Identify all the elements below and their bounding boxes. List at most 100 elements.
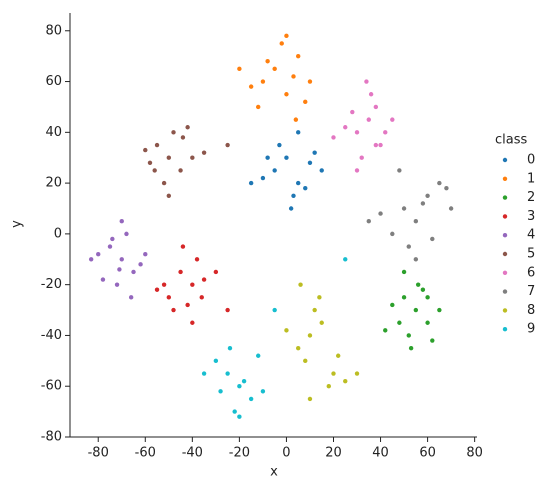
point (354, 371, 360, 376)
legend-marker (502, 233, 508, 238)
point (307, 333, 313, 338)
point (178, 168, 183, 173)
legend-marker (502, 308, 508, 313)
x-tick-label: 20 (325, 446, 342, 461)
point (415, 282, 421, 287)
point (265, 155, 270, 160)
point (397, 320, 402, 325)
point (119, 257, 124, 262)
point (319, 320, 324, 325)
point (420, 287, 426, 292)
point (284, 328, 289, 333)
legend-label: 1 (527, 171, 535, 186)
point (190, 320, 195, 325)
y-tick-label: 20 (45, 176, 62, 191)
point (180, 135, 186, 140)
y-tick-label: 40 (45, 125, 62, 140)
legend-label: 4 (527, 228, 535, 243)
point (448, 206, 454, 211)
point (288, 206, 294, 211)
point (312, 150, 317, 155)
point (331, 371, 336, 376)
point (378, 142, 383, 148)
point (154, 287, 160, 292)
y-tick-label: 80 (45, 23, 62, 38)
legend-label: 8 (527, 303, 535, 318)
y-axis-label: y (10, 220, 25, 228)
point (152, 168, 157, 173)
point (307, 79, 313, 84)
point (430, 338, 435, 343)
point (248, 84, 254, 89)
point (401, 269, 407, 275)
point (408, 345, 414, 351)
point (237, 414, 242, 419)
x-axis-label: x (270, 465, 278, 480)
point (166, 193, 172, 199)
point (143, 251, 148, 257)
point (406, 244, 411, 249)
point (366, 117, 371, 122)
point (383, 328, 388, 333)
x-tick-label: 60 (419, 446, 436, 461)
point (291, 193, 296, 199)
point (307, 160, 313, 165)
point (124, 231, 129, 237)
legend-marker (502, 195, 508, 200)
point (284, 155, 289, 160)
point (178, 269, 183, 275)
point (161, 282, 167, 287)
point (96, 251, 101, 257)
point (430, 236, 435, 242)
point (114, 282, 120, 287)
legend-label: 0 (527, 153, 535, 168)
point (331, 135, 336, 140)
legend-title: class (495, 133, 527, 148)
x-tick-label: -60 (135, 446, 156, 461)
point (378, 211, 383, 216)
legend-label: 6 (527, 265, 535, 280)
y-tick-label: -60 (41, 379, 62, 394)
point (326, 384, 331, 389)
point (166, 295, 172, 300)
legend-marker (502, 176, 508, 181)
legend-marker (502, 251, 508, 257)
point (291, 74, 296, 79)
point (397, 168, 402, 173)
point (213, 358, 219, 364)
point (110, 236, 115, 242)
point (296, 345, 301, 351)
point (185, 125, 190, 130)
point (354, 168, 360, 173)
point (201, 277, 207, 282)
point (373, 104, 379, 110)
point (225, 142, 230, 148)
legend-marker (502, 289, 508, 294)
point (119, 218, 124, 224)
point (232, 409, 237, 414)
point (390, 231, 395, 237)
point (296, 180, 301, 186)
x-tick-label: -80 (88, 446, 109, 461)
point (225, 307, 230, 313)
point (272, 307, 277, 313)
point (343, 378, 348, 384)
point (437, 307, 442, 313)
legend-label: 2 (527, 190, 535, 205)
point (368, 92, 374, 97)
point (364, 79, 369, 84)
point (166, 155, 172, 160)
point (201, 371, 207, 376)
point (343, 125, 348, 130)
point (218, 389, 223, 394)
point (359, 155, 364, 160)
point (131, 269, 136, 275)
point (256, 104, 261, 110)
point (354, 130, 360, 135)
point (284, 92, 289, 97)
point (248, 180, 254, 186)
point (248, 396, 254, 402)
point (277, 142, 282, 148)
point (303, 99, 308, 105)
